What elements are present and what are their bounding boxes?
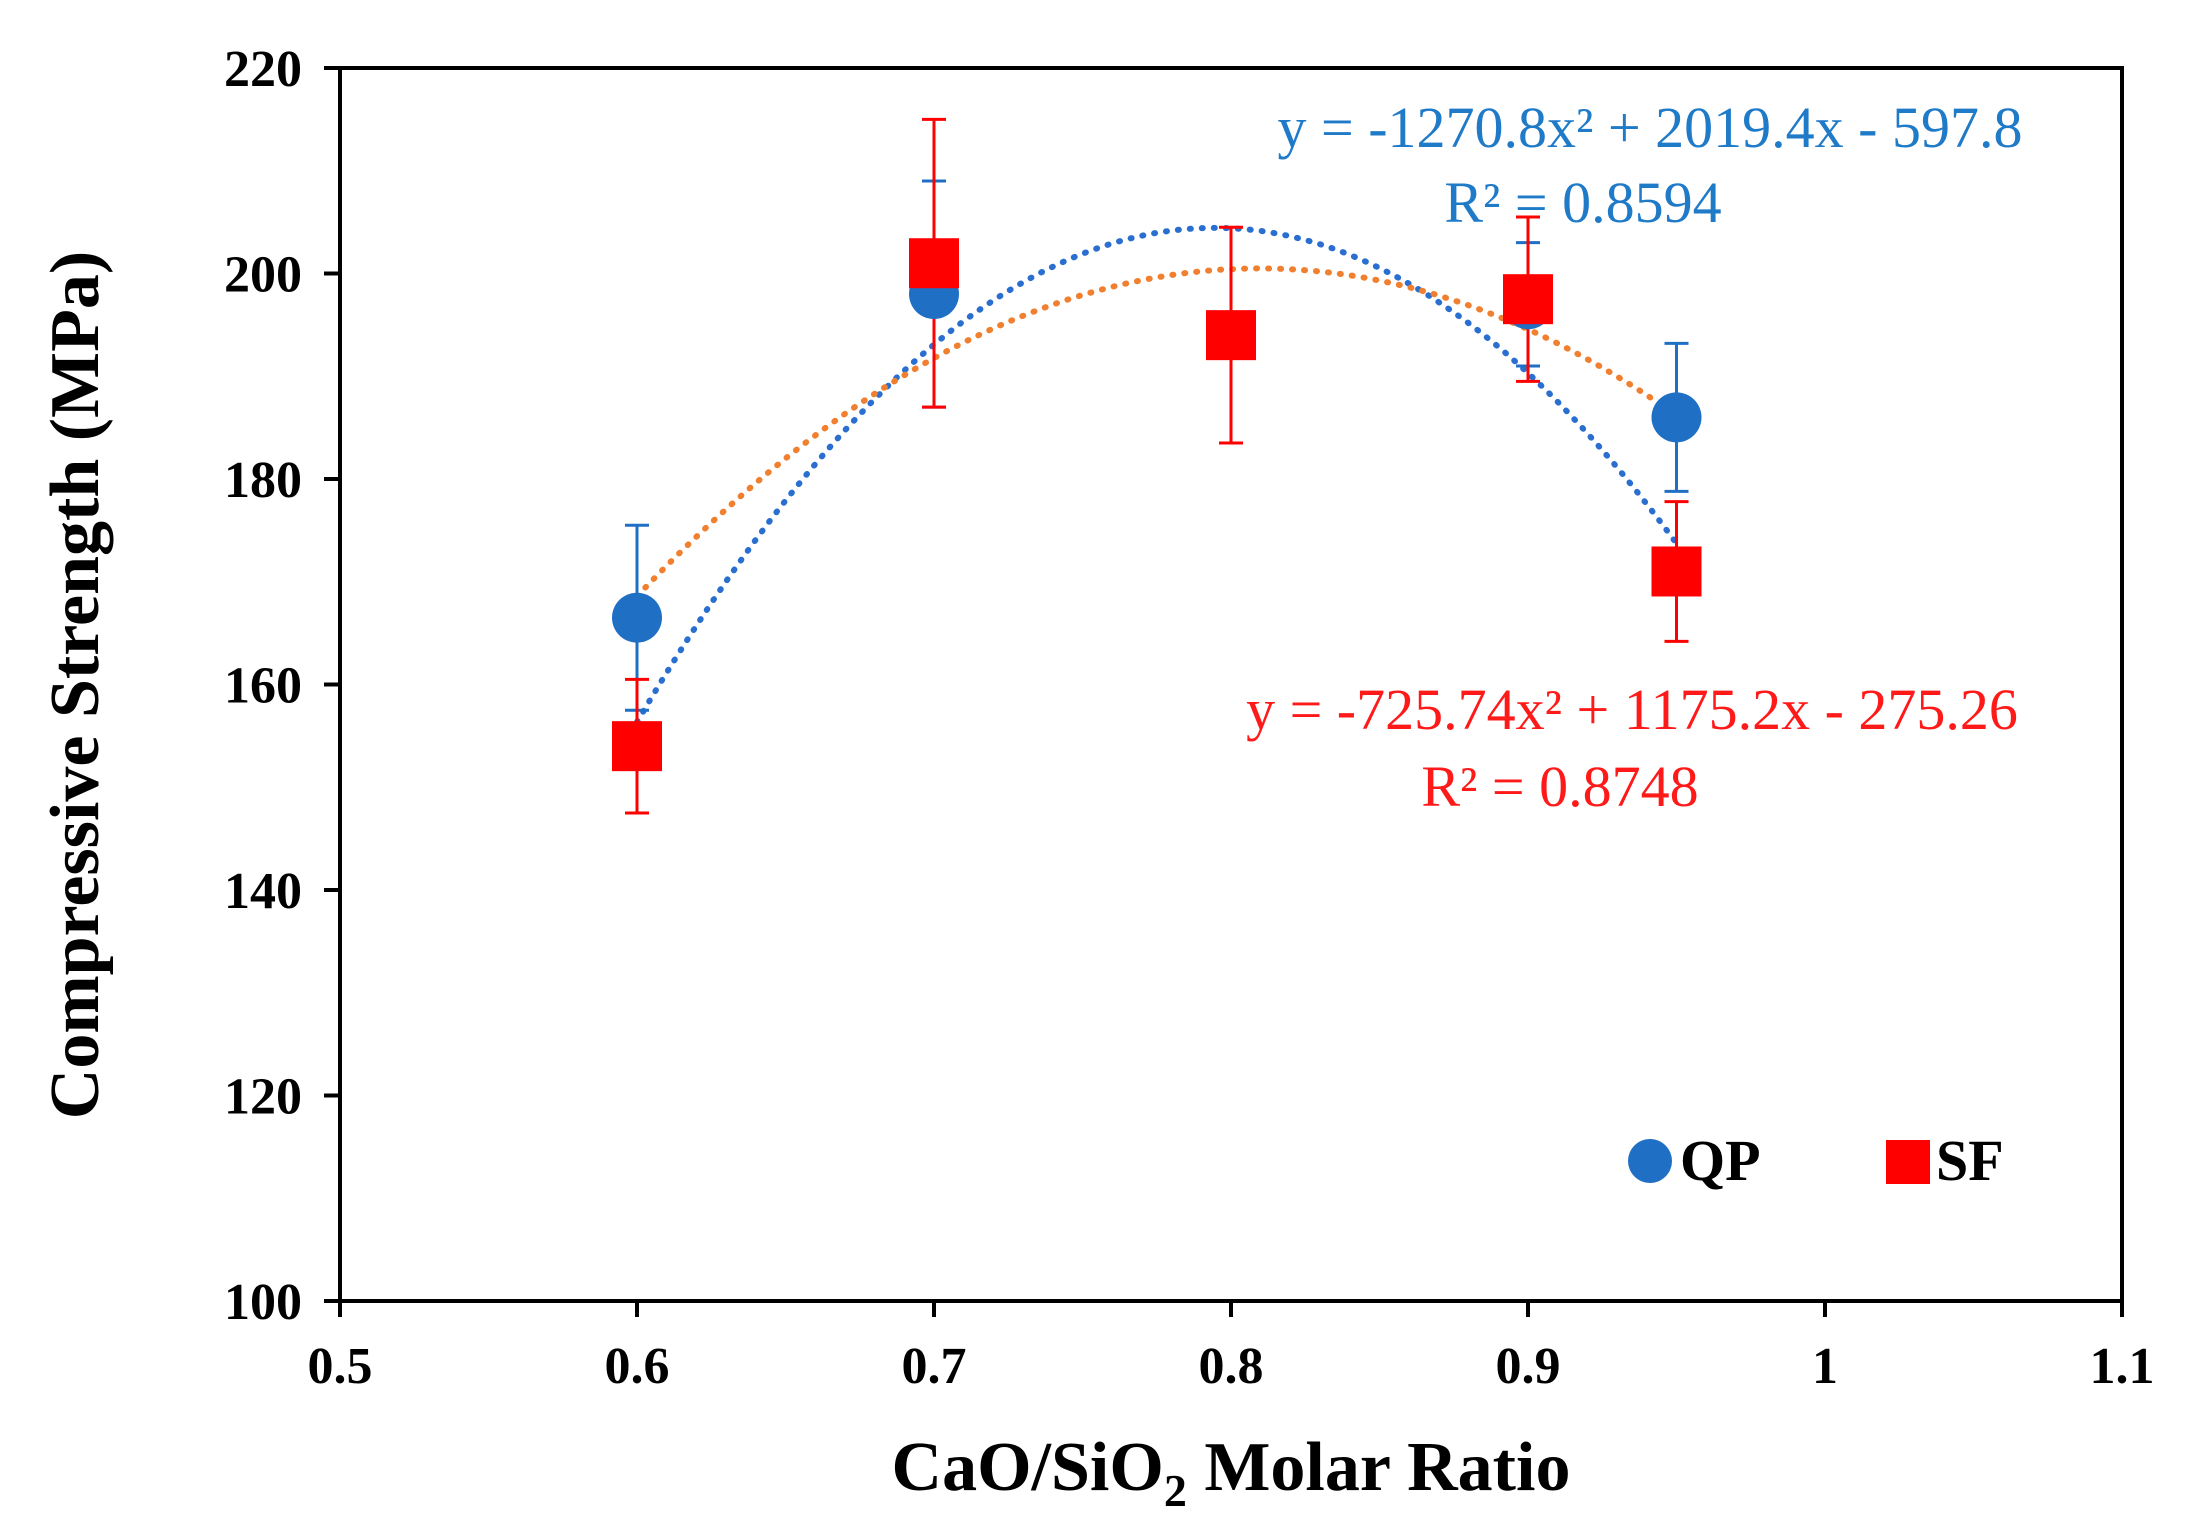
y-tick-label: 160 (224, 658, 302, 715)
qp-trendline (634, 224, 1680, 725)
y-tick-label: 120 (224, 1069, 302, 1126)
x-axis-title-subscript: 2 (1164, 1465, 1187, 1516)
qp-point (1651, 392, 1702, 443)
x-tick-label: 1 (1812, 1338, 1838, 1395)
points (612, 238, 1702, 772)
legend-qp-marker (1628, 1139, 1672, 1183)
qp-point (612, 592, 662, 643)
y-ticks: 100 120 140 160 180 200 220 (224, 41, 340, 1331)
y-tick-label: 200 (224, 247, 302, 304)
legend-sf-marker (1886, 1140, 1930, 1184)
y-tick-label: 220 (224, 41, 302, 98)
x-tick-label: 0.5 (308, 1338, 373, 1395)
x-tick-label: 0.6 (605, 1338, 670, 1395)
sf-point (1206, 310, 1256, 361)
y-tick-label: 180 (224, 452, 302, 509)
sf-point (1503, 274, 1553, 325)
x-tick-label: 0.8 (1199, 1338, 1264, 1395)
legend-sf-label: SF (1936, 1128, 2004, 1193)
y-axis-title: Compressive Strength (MPa) (37, 251, 114, 1119)
x-tick-label: 0.9 (1496, 1338, 1561, 1395)
sf-equation: y = -725.74x² + 1175.2x - 275.26 (1246, 677, 2018, 742)
sf-point (909, 238, 959, 289)
legend: QP SF (1628, 1128, 2004, 1193)
sf-r-squared: R² = 0.8748 (1421, 754, 1698, 819)
qp-r-squared: R² = 0.8594 (1444, 170, 1721, 235)
x-ticks: 0.5 0.6 0.7 0.8 0.9 1 1.1 (308, 1301, 2155, 1395)
sf-point (1651, 546, 1702, 597)
sf-point (612, 721, 662, 772)
x-tick-label: 0.7 (902, 1338, 967, 1395)
x-axis-title: CaO/SiO2 Molar Ratio (892, 1429, 1571, 1516)
legend-qp-label: QP (1680, 1128, 1761, 1193)
x-axis-title-rest: Molar Ratio (1187, 1429, 1571, 1506)
qp-equation: y = -1270.8x² + 2019.4x - 597.8 (1278, 95, 2023, 160)
x-tick-label: 1.1 (2090, 1338, 2155, 1395)
y-tick-label: 140 (224, 863, 302, 920)
y-tick-label: 100 (224, 1274, 302, 1331)
